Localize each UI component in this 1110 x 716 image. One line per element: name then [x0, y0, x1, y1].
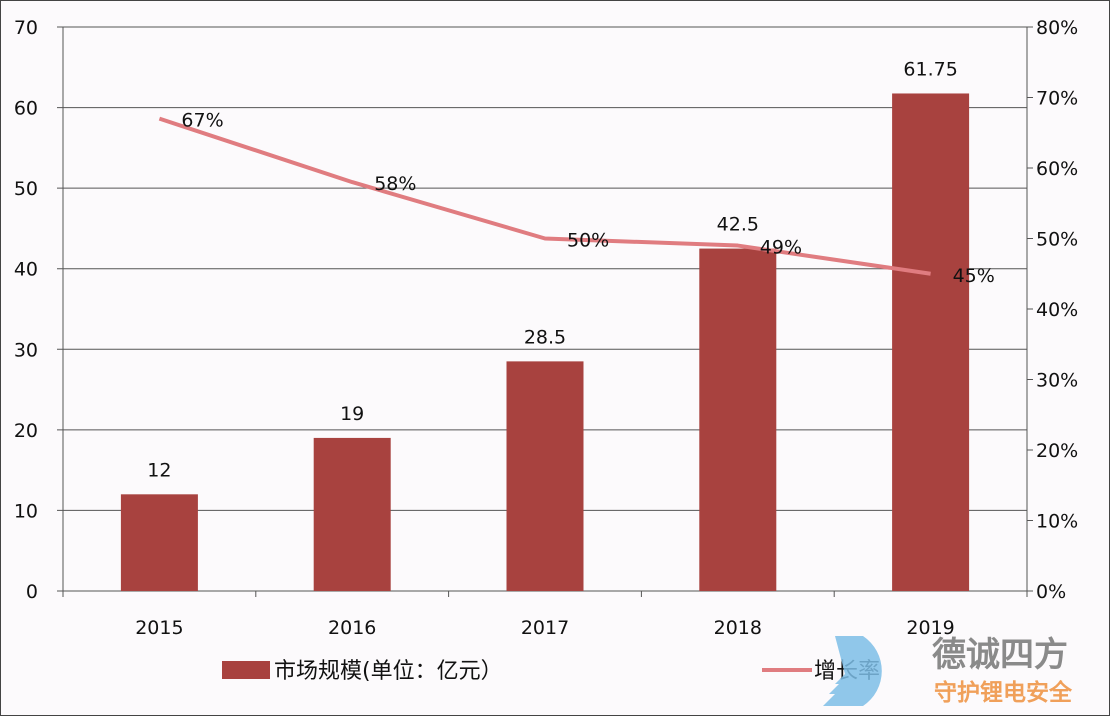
right-tick-label: 0% — [1036, 581, 1066, 603]
bar — [313, 437, 391, 591]
left-tick-label: 40 — [14, 259, 38, 281]
bar-data-label: 42.5 — [717, 214, 759, 236]
growth-line — [158, 116, 931, 276]
left-tick-label: 0 — [26, 581, 38, 603]
watermark-subtitle: 守护锂电安全 — [934, 679, 1073, 706]
bar-data-label: 19 — [340, 403, 364, 425]
left-tick-label: 30 — [14, 339, 38, 361]
left-tick-label: 50 — [14, 178, 38, 200]
bar — [892, 93, 970, 591]
left-tick-label: 70 — [14, 17, 38, 39]
left-tick-label: 60 — [14, 98, 38, 120]
left-tick-label: 10 — [14, 500, 38, 522]
x-tick-label: 2016 — [328, 617, 376, 639]
legend-bar-label: 市场规模(单位：亿元） — [274, 659, 503, 684]
line-data-label: 58% — [374, 173, 416, 195]
bar-data-label: 61.75 — [903, 58, 957, 80]
right-tick-label: 40% — [1036, 299, 1078, 321]
right-tick-label: 10% — [1036, 511, 1078, 533]
left-tick-label: 20 — [14, 420, 38, 442]
right-tick-label: 20% — [1036, 440, 1078, 462]
right-tick-label: 70% — [1036, 88, 1078, 110]
right-tick-label: 50% — [1036, 229, 1078, 251]
bar-data-label: 12 — [147, 459, 171, 481]
right-tick-label: 80% — [1036, 17, 1078, 39]
line-data-label: 45% — [953, 265, 995, 287]
right-tick-label: 60% — [1036, 158, 1078, 180]
line-data-label: 49% — [760, 237, 802, 259]
x-tick-label: 2015 — [135, 617, 183, 639]
watermark-logo-icon — [823, 636, 882, 706]
right-tick-label: 30% — [1036, 370, 1078, 392]
bar — [120, 494, 198, 591]
legend-bar-swatch — [222, 661, 270, 679]
x-tick-label: 2017 — [521, 617, 569, 639]
x-tick-label: 2018 — [714, 617, 762, 639]
x-tick-label: 2019 — [906, 617, 954, 639]
line-data-label: 50% — [567, 230, 609, 252]
line-data-label: 67% — [181, 110, 223, 132]
watermark-title: 德诚四方 — [932, 635, 1068, 675]
bar-data-label: 28.5 — [524, 326, 566, 348]
bar — [506, 361, 584, 591]
bar — [699, 248, 777, 592]
